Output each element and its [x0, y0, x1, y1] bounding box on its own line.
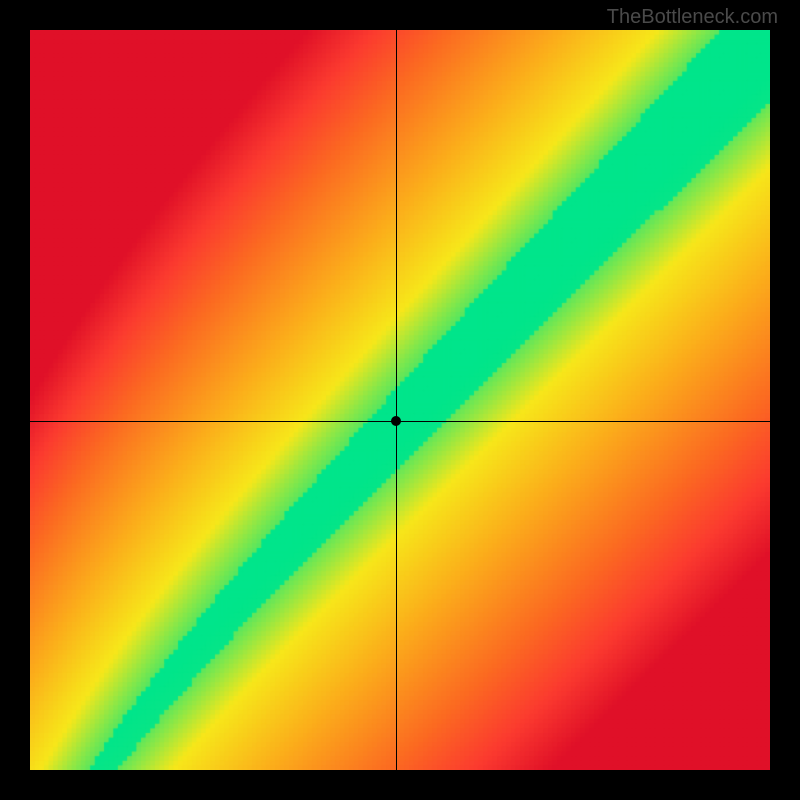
watermark-text: TheBottleneck.com	[607, 6, 778, 29]
data-point-marker	[391, 416, 401, 426]
heatmap-canvas	[30, 30, 770, 770]
heatmap-chart	[30, 30, 770, 770]
crosshair-vertical	[396, 30, 397, 770]
